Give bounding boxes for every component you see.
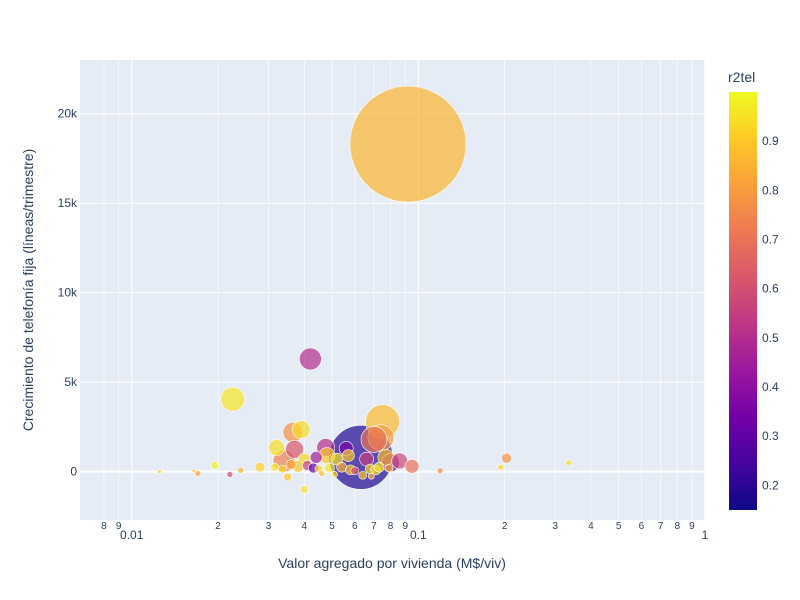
data-point[interactable]	[291, 420, 311, 439]
x-minor-tick-label: 8	[674, 521, 680, 532]
data-point[interactable]	[436, 467, 444, 475]
x-axis-title: Valor agregado por vivienda (M$/viv)	[278, 555, 506, 571]
colorbar-tick-label: 0.8	[762, 183, 779, 197]
data-point[interactable]	[336, 461, 347, 473]
x-minor-tick-label: 7	[371, 521, 377, 532]
data-point[interactable]	[285, 459, 297, 470]
colorbar-tick-label: 0.4	[762, 380, 779, 394]
points-layer[interactable]	[157, 85, 573, 494]
colorbar-tick-label: 0.9	[762, 134, 779, 148]
colorbar-ticks: 0.2 0.3 0.4 0.5 0.6 0.7 0.8 0.9	[762, 134, 779, 492]
x-major-tick-label: 0.1	[410, 528, 427, 542]
colorbar-tick-label: 0.7	[762, 233, 779, 247]
x-minor-tick-label: 8	[388, 521, 394, 532]
y-ticks-layer: 0 5k 10k 15k 20k	[58, 107, 78, 479]
x-major-tick-label: 0.01	[120, 528, 144, 542]
data-point[interactable]	[299, 485, 309, 494]
data-point[interactable]	[324, 462, 335, 474]
data-point[interactable]	[220, 386, 245, 412]
colorbar: r2tel 0.2 0.3 0.4 0.5 0.6 0.7 0.8 0.9	[728, 69, 779, 510]
x-ticks-layer: 8 9 2 3 4 5 6 7 8 9 2 3 4 5 6 7 8 90.01 0.1 1	[101, 521, 708, 542]
x-minor-tick-label: 3	[552, 521, 558, 532]
colorbar-gradient	[729, 92, 757, 510]
data-point[interactable]	[565, 459, 573, 467]
x-minor-tick-label: 9	[689, 521, 695, 532]
x-minor-tick-label: 5	[329, 521, 335, 532]
x-minor-tick-label: 4	[302, 521, 308, 532]
x-minor-tick-label: 4	[588, 521, 594, 532]
data-point[interactable]	[360, 426, 388, 453]
y-tick-label: 5k	[64, 375, 78, 389]
data-point[interactable]	[309, 451, 323, 464]
data-point[interactable]	[157, 469, 162, 474]
x-minor-tick-label: 8	[101, 521, 107, 532]
data-point[interactable]	[373, 461, 385, 473]
data-point[interactable]	[349, 85, 467, 203]
x-minor-tick-label: 2	[215, 521, 221, 532]
data-point[interactable]	[210, 461, 220, 470]
data-point[interactable]	[254, 461, 266, 473]
data-point[interactable]	[285, 439, 304, 459]
data-point[interactable]	[226, 471, 234, 478]
data-point[interactable]	[318, 470, 325, 477]
data-point[interactable]	[299, 347, 322, 371]
data-point[interactable]	[404, 459, 420, 474]
data-point[interactable]	[342, 449, 355, 462]
data-point[interactable]	[384, 463, 394, 473]
data-point[interactable]	[501, 452, 512, 464]
colorbar-title: r2tel	[728, 69, 755, 85]
x-minor-tick-label: 6	[639, 521, 645, 532]
y-tick-label: 20k	[58, 107, 78, 121]
data-point[interactable]	[270, 462, 279, 472]
x-minor-tick-label: 9	[402, 521, 408, 532]
colorbar-tick-label: 0.2	[762, 478, 779, 492]
data-point[interactable]	[497, 463, 505, 471]
x-minor-tick-label: 5	[616, 521, 622, 532]
data-point[interactable]	[191, 468, 197, 474]
x-minor-tick-label: 7	[658, 521, 664, 532]
colorbar-tick-label: 0.6	[762, 282, 779, 296]
y-tick-label: 10k	[58, 286, 78, 300]
x-minor-tick-label: 9	[116, 521, 122, 532]
data-point[interactable]	[237, 466, 245, 474]
data-point[interactable]	[194, 470, 202, 477]
x-minor-tick-label: 2	[502, 521, 508, 532]
data-point[interactable]	[331, 471, 338, 478]
data-point[interactable]	[277, 464, 287, 474]
x-major-tick-label: 1	[702, 528, 709, 542]
x-minor-tick-label: 3	[266, 521, 272, 532]
y-tick-label: 15k	[58, 196, 78, 210]
colorbar-tick-label: 0.3	[762, 429, 779, 443]
y-axis-title: Crecimiento de telefonía fija (líneas/tr…	[20, 149, 36, 431]
data-point[interactable]	[350, 466, 360, 476]
data-point[interactable]	[283, 472, 292, 482]
data-point[interactable]	[358, 470, 368, 480]
data-point[interactable]	[268, 439, 285, 456]
x-minor-tick-label: 6	[352, 521, 358, 532]
y-tick-label: 0	[70, 465, 77, 479]
data-point[interactable]	[367, 472, 375, 480]
colorbar-tick-label: 0.5	[762, 331, 779, 345]
